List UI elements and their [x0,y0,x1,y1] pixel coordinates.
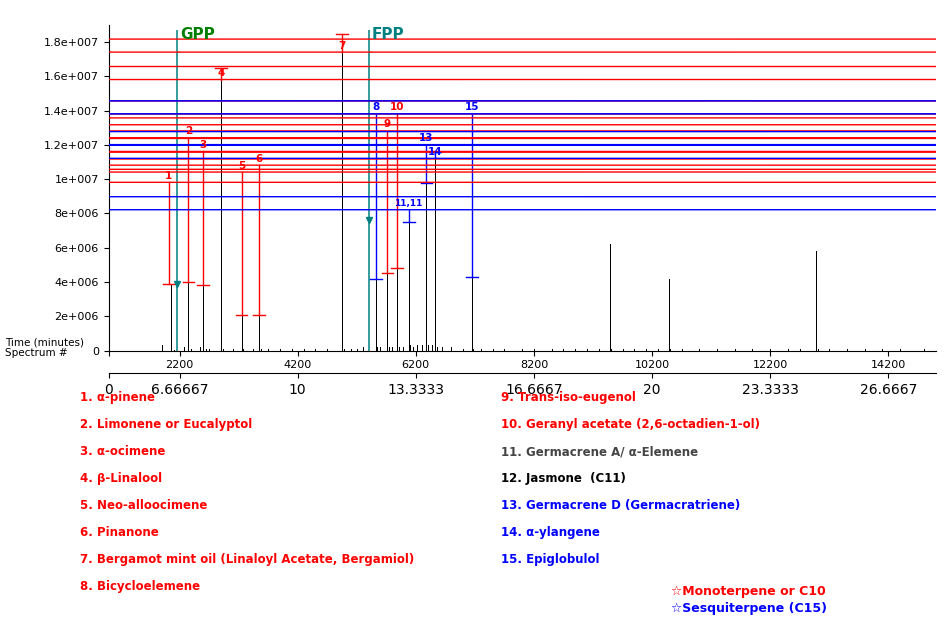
Text: 8. Bicycloelemene: 8. Bicycloelemene [80,580,200,593]
Text: FPP: FPP [372,27,404,42]
Text: 1: 1 [165,171,173,181]
Text: ☆Sesquiterpene (C15): ☆Sesquiterpene (C15) [670,602,826,615]
Text: 13. Germacrene D (Germacratriene): 13. Germacrene D (Germacratriene) [500,499,739,512]
Text: ☆Monoterpene or C10: ☆Monoterpene or C10 [670,585,825,598]
Text: 9: 9 [383,120,391,130]
Text: 7: 7 [338,41,346,51]
Text: 6. Pinanone: 6. Pinanone [80,526,159,539]
Text: 11. Germacrene A/ α-Elemene: 11. Germacrene A/ α-Elemene [500,445,698,458]
Text: 15. Epiglobulol: 15. Epiglobulol [500,553,598,566]
Text: 15: 15 [464,102,479,112]
Text: 6: 6 [256,153,262,163]
Text: 14: 14 [428,147,442,157]
Text: 2. Limonene or Eucalyptol: 2. Limonene or Eucalyptol [80,418,252,431]
Text: 3: 3 [199,140,207,150]
Text: 2: 2 [185,126,192,136]
Text: 5. Neo-alloocimene: 5. Neo-alloocimene [80,499,208,512]
Text: 4. β-Linalool: 4. β-Linalool [80,472,162,485]
Text: 10. Geranyl acetate (2,6-octadien-1-ol): 10. Geranyl acetate (2,6-octadien-1-ol) [500,418,759,431]
Text: 14. α-ylangene: 14. α-ylangene [500,526,599,539]
Text: Spectrum #: Spectrum # [5,348,67,358]
Text: 8: 8 [372,102,379,112]
Text: 3. α-ocimene: 3. α-ocimene [80,445,165,458]
Text: 12. Jasmone  (C11): 12. Jasmone (C11) [500,472,625,485]
Text: Time (minutes): Time (minutes) [5,337,84,347]
Text: 9. Trans-iso-eugenol: 9. Trans-iso-eugenol [500,391,635,404]
Text: 4: 4 [217,68,225,78]
Text: 7. Bergamot mint oil (Linaloyl Acetate, Bergamiol): 7. Bergamot mint oil (Linaloyl Acetate, … [80,553,414,566]
Text: 5: 5 [238,160,244,170]
Text: 13: 13 [419,133,433,143]
Text: 10: 10 [389,102,404,112]
Text: GPP: GPP [180,27,214,42]
Text: 1. α-pinene: 1. α-pinene [80,391,155,404]
Text: 11,11: 11,11 [394,198,423,208]
